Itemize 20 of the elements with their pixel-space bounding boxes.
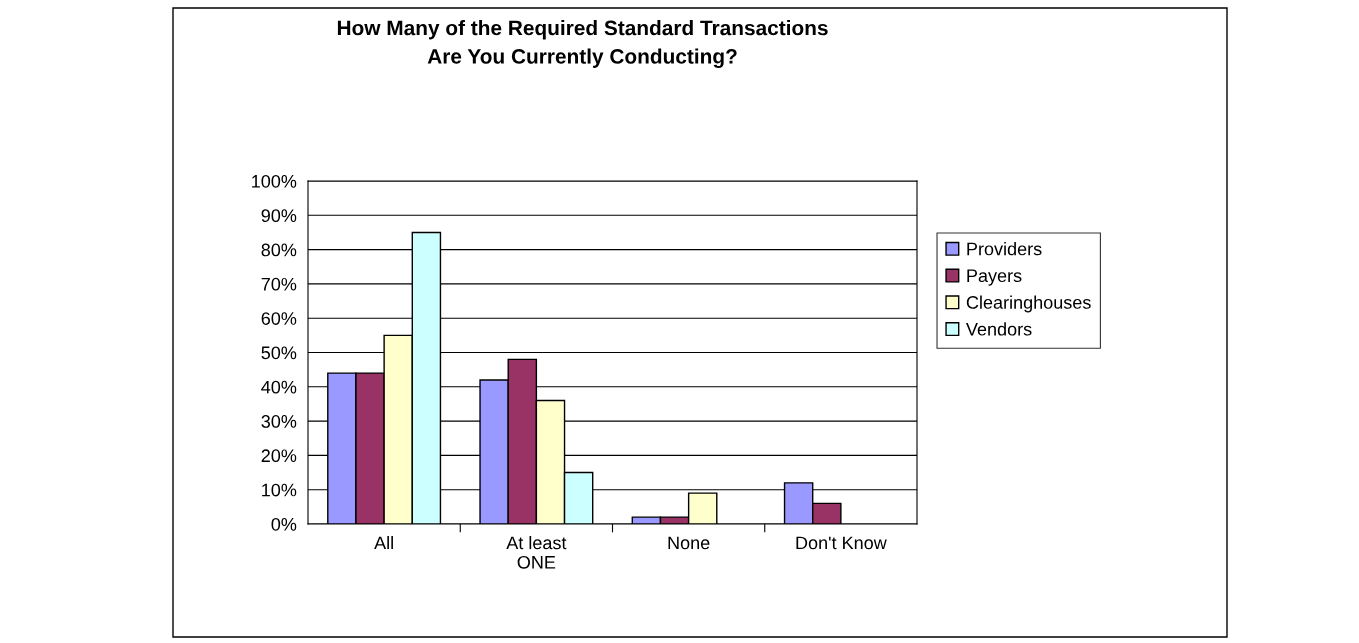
- x-tick-label: At least ONE: [506, 536, 567, 569]
- x-tick-label: Don't Know: [796, 536, 887, 550]
- y-tick-label: 20%: [261, 449, 297, 463]
- y-tick-label: 50%: [261, 346, 297, 360]
- legend-label: Payers: [967, 269, 1022, 286]
- legend-label: Providers: [967, 242, 1042, 256]
- y-tick-label: 40%: [261, 380, 297, 394]
- legend-label: Clearinghouses: [966, 295, 1091, 313]
- x-tick-label: All: [374, 536, 393, 550]
- chart-title: How Many of the Required Standard Transactions Are You Currently Conducting?: [337, 20, 828, 68]
- y-tick-label: 30%: [261, 415, 297, 428]
- y-tick-label: 80%: [261, 243, 297, 257]
- y-tick-label: 0%: [271, 517, 297, 531]
- y-tick-label: 100%: [252, 174, 297, 188]
- y-tick-label: 60%: [261, 312, 297, 325]
- y-tick-label: 10%: [262, 483, 297, 497]
- x-tick-label: None: [668, 536, 710, 550]
- legend-label: Vendors: [966, 322, 1032, 336]
- y-tick-label: 90%: [261, 209, 297, 223]
- y-tick-label: 70%: [261, 277, 297, 291]
